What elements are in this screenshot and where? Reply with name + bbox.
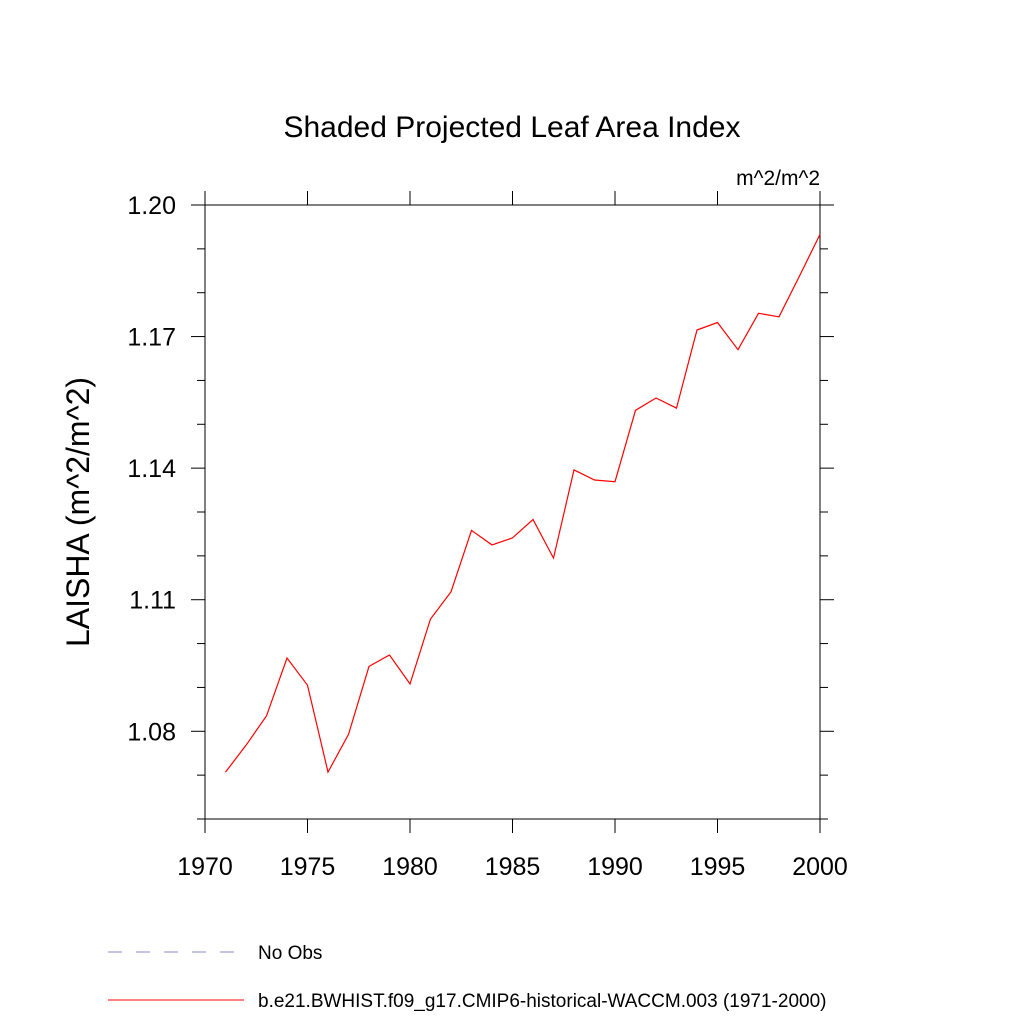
series-layer xyxy=(225,234,821,774)
y-tick-label: 1.20 xyxy=(127,192,176,220)
units-label: m^2/m^2 xyxy=(736,167,820,190)
series-line xyxy=(225,234,821,774)
x-tick-label: 1970 xyxy=(177,853,233,881)
y-tick-label: 1.17 xyxy=(127,324,176,352)
legend-label: No Obs xyxy=(258,943,322,964)
x-tick-label: 1985 xyxy=(485,853,541,881)
x-tick-label: 2000 xyxy=(792,853,848,881)
chart-title: Shaded Projected Leaf Area Index xyxy=(283,111,740,144)
y-tick-label: 1.11 xyxy=(129,587,176,615)
legend-label: b.e21.BWHIST.f09_g17.CMIP6-historical-WA… xyxy=(258,991,826,1012)
x-tick-label: 1980 xyxy=(382,853,438,881)
y-tick-label: 1.08 xyxy=(127,718,176,746)
x-tick-label: 1975 xyxy=(280,853,336,881)
legend: No Obs b.e21.BWHIST.f09_g17.CMIP6-histori… xyxy=(108,943,826,1012)
axes: 1970 1975 1980 1985 1990 1995 2000 1.08 1.11 1.14… xyxy=(127,191,848,881)
y-axis-label: LAISHA (m^2/m^2) xyxy=(60,377,96,647)
x-tick-label: 1995 xyxy=(690,853,746,881)
plot-frame xyxy=(204,204,821,820)
x-tick-label: 1990 xyxy=(587,853,643,881)
y-tick-label: 1.14 xyxy=(127,455,176,483)
